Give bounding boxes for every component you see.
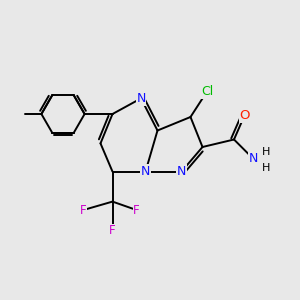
Text: F: F <box>109 224 116 238</box>
Text: F: F <box>80 203 87 217</box>
Text: F: F <box>133 203 140 217</box>
Text: H: H <box>262 163 270 173</box>
Text: O: O <box>239 109 250 122</box>
Text: H: H <box>262 147 270 158</box>
Text: N: N <box>141 165 150 178</box>
Text: Cl: Cl <box>201 85 213 98</box>
Text: N: N <box>177 165 186 178</box>
Text: N: N <box>136 92 146 105</box>
Text: N: N <box>249 152 258 166</box>
